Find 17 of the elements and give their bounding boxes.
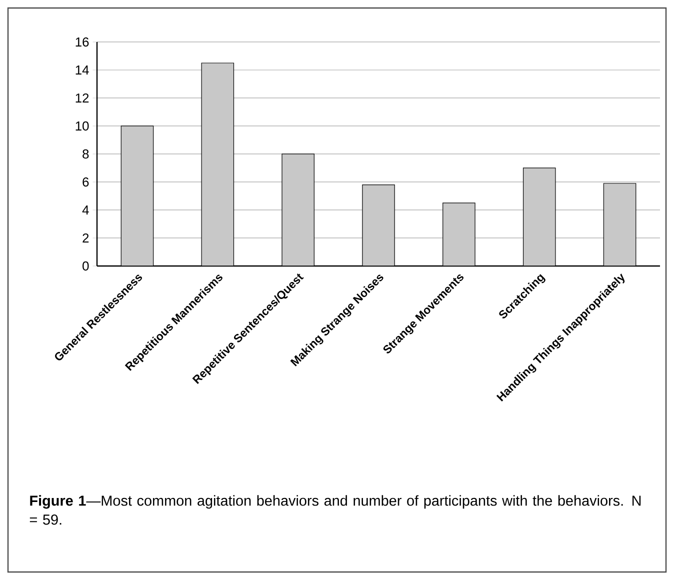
y-tick-label: 4 (82, 206, 89, 214)
bar (201, 62, 234, 266)
y-tick-label: 12 (76, 93, 89, 103)
y-tick-label: 14 (76, 66, 89, 74)
y-tick-label: 16 (76, 37, 89, 47)
bar (603, 183, 636, 266)
bar (282, 154, 314, 266)
bar (362, 184, 395, 266)
text: Figure 1—Most common agitation behaviors and number of participants with the behaviors. N = 59. (30, 495, 641, 525)
y-tick-label: 0 (82, 261, 89, 271)
bar (120, 126, 154, 266)
y-tick-label: 2 (82, 233, 89, 243)
y-tick-label: 8 (82, 149, 89, 159)
bar (442, 202, 476, 266)
y-tick-label: 10 (76, 121, 89, 131)
bar (522, 168, 556, 266)
y-tick-label: 6 (82, 177, 89, 187)
